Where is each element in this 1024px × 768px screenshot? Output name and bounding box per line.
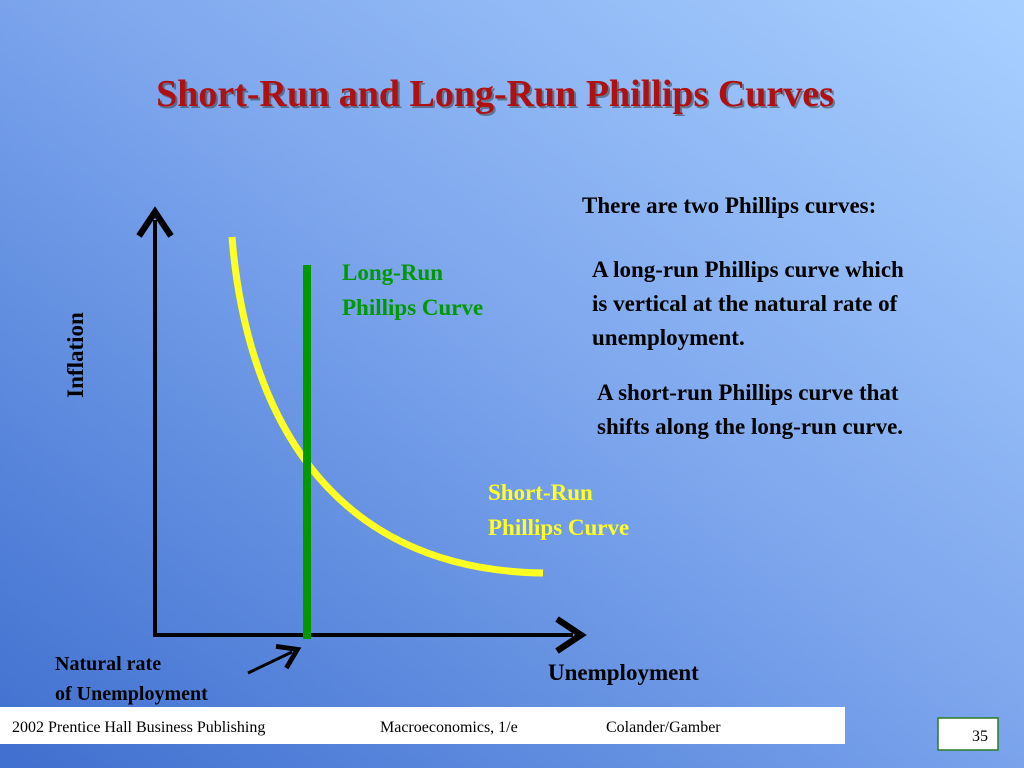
footer-book: Macroeconomics, 1/e [380, 719, 518, 736]
natural-rate-arrow [247, 643, 302, 675]
point-text: unemployment. [592, 325, 745, 350]
title-shadow: Short-Run and Long-Run Phillips Curves [158, 75, 836, 117]
point-text: A long-run Phillips curve which [592, 257, 904, 282]
y-axis-label: Inflation [63, 312, 88, 398]
page-number: 35 [972, 728, 988, 745]
point-text: A short-run Phillips curve that [597, 380, 899, 405]
short-run-label: Phillips Curve [488, 515, 629, 540]
intro-text: There are two Phillips curves: [582, 193, 876, 218]
title: Short-Run and Long-Run Phillips Curves [156, 73, 834, 115]
footer-authors: Colander/Gamber [606, 719, 721, 736]
natural-rate-label: Natural rate [55, 653, 161, 675]
natural-rate-label: of Unemployment [55, 683, 208, 705]
short-run-label: Short-Run [488, 480, 593, 505]
page-box [937, 717, 999, 751]
long-run-label: Phillips Curve [342, 295, 483, 320]
footer-bar [0, 707, 845, 744]
long-run-label: Long-Run [342, 260, 443, 285]
point-text: shifts along the long-run curve. [597, 414, 903, 439]
point-text: is vertical at the natural rate of [592, 291, 898, 316]
x-axis-label: Unemployment [548, 660, 699, 685]
footer-publisher: 2002 Prentice Hall Business Publishing [12, 719, 265, 736]
